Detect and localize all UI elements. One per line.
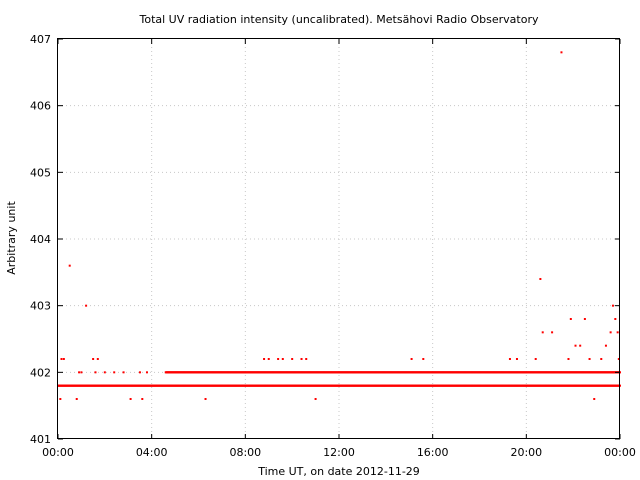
data-point [604,344,607,347]
data-point [560,51,563,54]
data-point [551,331,554,334]
y-tick-label: 401 [30,433,51,446]
x-tick-label: 00:00 [42,446,74,459]
data-point [92,358,95,360]
y-tick-label: 402 [30,366,51,379]
data-point [611,304,614,307]
data-point [410,358,413,360]
data-point [277,358,280,360]
data-point [588,358,591,360]
y-tick-label: 403 [30,300,51,313]
data-point [541,331,544,334]
data-point [263,358,266,360]
data-point [583,318,586,320]
data-point [62,358,65,360]
data-point [567,358,570,360]
data-point [314,398,317,400]
axis-ticks: 00:00 04:00 08:00 12:00 16:00 20:00 00:0040140… [30,33,636,459]
data-point [122,371,125,374]
data-point [569,318,572,320]
data-point [113,371,116,374]
x-tick-label: 04:00 [136,446,168,459]
data-points [57,51,621,400]
data-point [80,371,83,374]
x-axis-label: Time UT, on date 2012-11-29 [257,465,420,478]
data-point [422,358,425,360]
data-point [59,398,62,400]
data-point [60,358,63,360]
data-point [534,358,537,360]
data-point [281,358,284,360]
x-tick-label: 12:00 [323,446,355,459]
data-point [68,264,71,267]
data-point [291,358,294,360]
data-point [600,358,603,360]
x-tick-label: 00:00 [604,446,636,459]
data-point [305,358,308,360]
data-point [579,344,582,347]
data-point [75,398,78,400]
data-point [78,371,81,374]
x-tick-label: 16:00 [417,446,449,459]
data-point [614,318,617,320]
data-point [616,331,619,334]
data-point [508,358,511,360]
y-axis-label: Arbitrary unit [5,201,18,275]
data-point [85,304,88,307]
data-point [145,371,148,374]
y-tick-label: 405 [30,166,51,179]
data-point [138,371,141,374]
y-tick-label: 404 [30,233,51,246]
data-point [267,358,270,360]
data-point [609,331,612,334]
data-point [103,371,106,374]
data-point [141,398,144,400]
data-point [515,358,518,360]
data-point [204,398,207,400]
x-tick-label: 08:00 [229,446,261,459]
data-point [593,398,596,400]
y-tick-label: 406 [30,100,51,113]
data-point [617,358,620,360]
data-point [300,358,303,360]
data-point [96,358,99,360]
chart-title: Total UV radiation intensity (uncalibrat… [139,13,539,26]
data-point [94,371,97,374]
x-tick-label: 20:00 [510,446,542,459]
y-tick-label: 407 [30,33,51,46]
data-point [574,344,577,347]
data-point [129,398,132,400]
data-point [539,278,542,280]
